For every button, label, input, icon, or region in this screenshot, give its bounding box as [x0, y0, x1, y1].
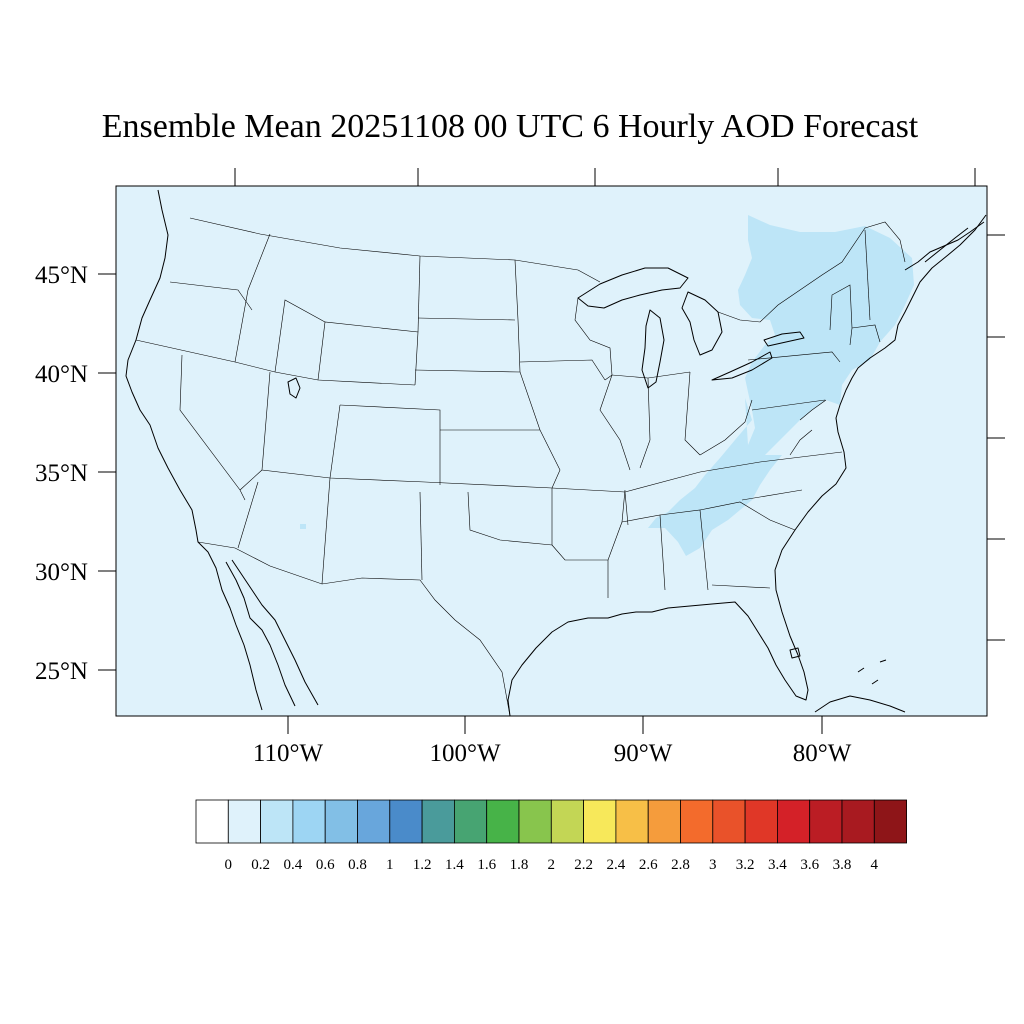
aod-shading	[300, 215, 914, 556]
colorbar-swatch	[389, 799, 423, 844]
colorbar-label: 0.4	[284, 857, 303, 873]
lake-okeechobee	[789, 647, 801, 659]
state-borders	[135, 217, 906, 716]
baja-coastline	[225, 561, 296, 707]
colorbar-label: 1	[386, 857, 394, 873]
colorbar-swatch	[550, 799, 584, 844]
colorbar-label: 0.2	[251, 857, 270, 873]
colorbar-label: 2.6	[639, 857, 658, 873]
mexico-west-coast	[231, 559, 319, 706]
lon-label-100: 100°W	[429, 740, 500, 767]
colorbar-swatch	[421, 799, 455, 844]
colorbar: 0 0.2 0.4 0.6 0.8 1 1.2 1.4 1.6 1.8 2 2.2 2.4 2.6 2.8 3…	[195, 799, 907, 873]
lon-label-110: 110°W	[253, 740, 324, 767]
colorbar-swatch	[873, 799, 907, 844]
colorbar-swatch	[486, 799, 520, 844]
colorbar-label: 3.6	[800, 857, 819, 873]
lat-label-30: 30°N	[35, 559, 88, 586]
colorbar-label: 3	[709, 857, 717, 873]
pacific-coastline	[125, 189, 263, 711]
lon-label-90: 90°W	[614, 740, 673, 767]
colorbar-swatch	[647, 799, 681, 844]
us-mexico-border	[197, 541, 511, 716]
map-title: Ensemble Mean 20251108 00 UTC 6 Hourly A…	[101, 108, 919, 145]
colorbar-swatch	[227, 799, 262, 844]
colorbar-label: 2.2	[574, 857, 593, 873]
lake-michigan	[641, 309, 665, 389]
axis-ticks	[98, 168, 1005, 734]
lat-label-25: 25°N	[35, 658, 88, 685]
longitude-labels: 110°W 100°W 90°W 80°W	[253, 740, 852, 767]
colorbar-swatch	[324, 799, 358, 844]
colorbar-label: 1.2	[413, 857, 432, 873]
colorbar-swatch	[615, 799, 649, 844]
colorbar-swatch	[777, 799, 811, 844]
lake-superior	[577, 267, 689, 309]
colorbar-swatch	[195, 799, 229, 844]
great-salt-lake	[287, 377, 301, 399]
lat-label-35: 35°N	[35, 460, 88, 487]
cuba-coastline	[814, 695, 906, 713]
colorbar-swatch	[744, 799, 778, 844]
colorbar-label: 1.6	[477, 857, 496, 873]
colorbar-swatch	[518, 799, 552, 844]
colorbar-label: 1.4	[445, 857, 464, 873]
colorbar-swatch	[809, 799, 843, 844]
us-canada-border-east	[717, 221, 906, 323]
colorbar-swatch	[712, 799, 746, 844]
lake-ontario	[763, 331, 805, 347]
lat-label-45: 45°N	[35, 262, 88, 289]
colorbar-swatch	[583, 799, 617, 844]
lake-erie	[711, 351, 773, 381]
colorbar-label: 0.6	[316, 857, 335, 873]
colorbar-swatch	[260, 799, 294, 844]
newfoundland-shore	[924, 227, 969, 263]
us-canada-border	[189, 217, 601, 283]
colorbar-label: 2.4	[607, 857, 626, 873]
atlantic-coastline	[774, 214, 987, 571]
colorbar-swatch	[453, 799, 488, 844]
colorbar-label: 3.8	[833, 857, 852, 873]
aod-region-arizona	[300, 524, 306, 529]
colorbar-label: 2	[548, 857, 556, 873]
lake-huron	[681, 291, 723, 356]
coastlines	[125, 189, 987, 716]
colorbar-label: 4	[871, 857, 879, 873]
colorbar-label: 0	[225, 857, 233, 873]
colorbar-label: 3.4	[768, 857, 787, 873]
aod-region-appalachian	[648, 398, 782, 556]
latitude-labels: 45°N 40°N 35°N 30°N 25°N	[35, 262, 88, 685]
colorbar-swatch	[841, 799, 875, 844]
colorbar-swatch	[357, 799, 391, 844]
aod-region-northeast	[735, 215, 914, 480]
colorbar-swatch	[292, 799, 326, 844]
colorbar-label: 3.2	[736, 857, 755, 873]
bahamas	[857, 659, 887, 685]
lat-label-40: 40°N	[35, 361, 88, 388]
colorbar-label: 2.8	[671, 857, 690, 873]
colorbar-label: 1.8	[510, 857, 529, 873]
colorbar-label: 0.8	[348, 857, 367, 873]
nova-scotia	[904, 221, 985, 271]
lon-label-80: 80°W	[793, 740, 852, 767]
gulf-coastline	[507, 569, 809, 716]
colorbar-swatch	[680, 799, 714, 844]
